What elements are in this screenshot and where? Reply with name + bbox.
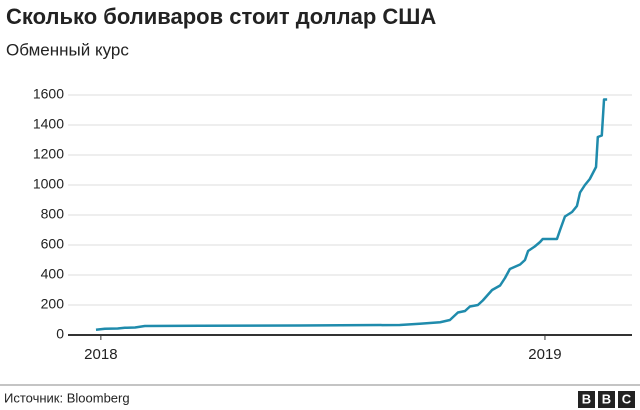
y-tick-label: 600 [41,236,65,252]
logo-letter: B [582,391,591,406]
y-tick-label: 1600 [33,86,64,102]
x-tick-label: 2018 [84,346,117,363]
y-tick-label: 1000 [33,176,64,192]
logo-letter: B [602,391,611,406]
y-tick-label: 200 [41,296,65,312]
source: Источник: Bloomberg [4,390,130,405]
y-tick-label: 1200 [33,146,64,162]
logo-box [578,391,595,408]
logo-box [618,391,635,408]
x-tick-label: 2019 [528,346,561,363]
line [95,98,608,331]
y-tick-label: 400 [41,266,65,282]
y-tick-label: 800 [41,206,65,222]
logo-letter: C [622,391,632,406]
chart-subtitle: Обменный курс [6,40,129,59]
logo-box [598,391,615,408]
chart-title: Сколько боливаров стоит доллар США [6,4,436,29]
y-tick-label: 1400 [33,116,64,132]
y-tick-label: 0 [56,326,64,342]
